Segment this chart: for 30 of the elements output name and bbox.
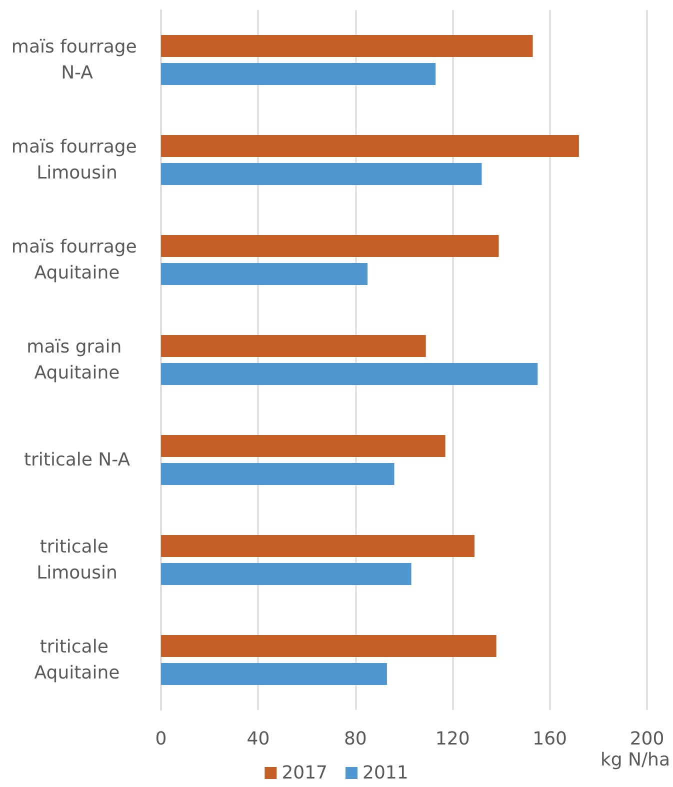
x-tick-label: 40 [246, 728, 270, 750]
bar [161, 262, 368, 285]
bar [161, 62, 436, 85]
bar [161, 662, 387, 685]
x-tick-label: 0 [155, 728, 167, 750]
x-tick-label: 80 [344, 728, 367, 750]
y-tick-label: maïs grain Aquitaine [26, 336, 128, 384]
bar [161, 162, 482, 185]
bar [161, 35, 533, 58]
bar [161, 362, 538, 385]
bar [161, 435, 446, 458]
x-tick-label: 200 [630, 728, 664, 750]
y-tick-label: maïs fourrage N-A [11, 36, 143, 84]
bar [161, 135, 579, 158]
y-tick-label: triticale Limousin [36, 536, 118, 584]
bar [161, 235, 499, 258]
y-tick-label: triticale Aquitaine [34, 636, 120, 684]
x-tick-label: 160 [532, 728, 567, 750]
legend-label: 2011 [362, 762, 408, 784]
legend-label: 2017 [282, 762, 328, 784]
y-tick-label: maïs fourrage Limousin [11, 136, 143, 184]
x-tick-label: 120 [435, 728, 470, 750]
y-tick-label: triticale N-A [24, 450, 131, 470]
x-axis-title: kg N/ha [600, 750, 670, 770]
bar [161, 562, 412, 585]
bar [161, 535, 474, 558]
y-tick-label: maïs fourrage Aquitaine [11, 236, 143, 284]
bar [161, 462, 394, 485]
bar [161, 335, 426, 358]
bar [161, 635, 496, 658]
